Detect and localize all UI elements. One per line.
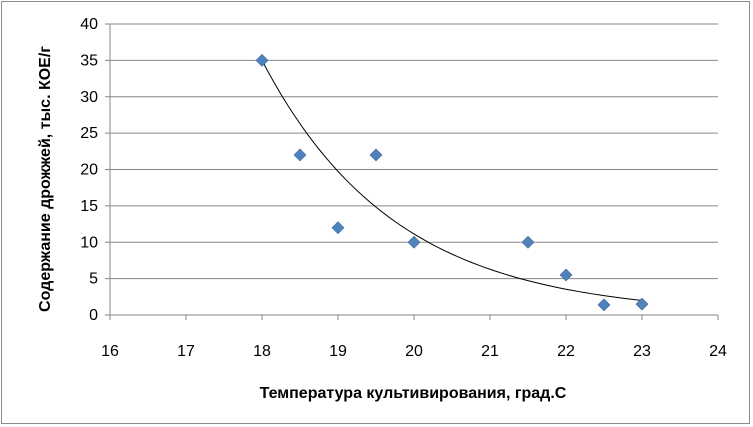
x-tick-label-19: 19 xyxy=(329,343,347,360)
data-point xyxy=(293,148,307,162)
data-point xyxy=(369,148,383,162)
y-tick-label-15: 15 xyxy=(80,198,98,215)
y-tick-label-10: 10 xyxy=(80,234,98,251)
x-axis-title: Температура культивирования, град.С xyxy=(260,385,567,402)
y-tick-label-5: 5 xyxy=(89,271,98,288)
x-tick-labels: 16 17 18 19 20 21 22 23 24 xyxy=(101,343,727,360)
x-tick-label-20: 20 xyxy=(405,343,423,360)
trendline xyxy=(261,60,643,301)
y-axis-title: Содержание дрожжей, тыс. КОЕ/г xyxy=(37,46,54,312)
x-tick-label-23: 23 xyxy=(633,343,651,360)
data-point xyxy=(407,235,421,249)
data-point xyxy=(331,221,345,235)
y-tick-label-0: 0 xyxy=(89,307,98,324)
y-tick-label-25: 25 xyxy=(80,125,98,142)
data-point xyxy=(597,298,611,312)
trendline-group xyxy=(261,60,643,301)
x-tick-label-24: 24 xyxy=(709,343,727,360)
data-point xyxy=(255,53,269,67)
data-point xyxy=(635,297,649,311)
axes xyxy=(105,23,719,320)
x-tick-label-17: 17 xyxy=(177,343,195,360)
y-tick-label-35: 35 xyxy=(80,52,98,69)
gridlines xyxy=(110,23,718,280)
data-point xyxy=(559,268,573,282)
y-tick-labels: 0 5 10 15 20 25 30 35 40 xyxy=(80,16,98,324)
data-point xyxy=(521,235,535,249)
x-tick-label-21: 21 xyxy=(481,343,499,360)
x-tick-label-16: 16 xyxy=(101,343,119,360)
x-tick-label-18: 18 xyxy=(253,343,271,360)
y-tick-label-20: 20 xyxy=(80,162,98,179)
x-tick-label-22: 22 xyxy=(557,343,575,360)
data-points xyxy=(255,53,649,312)
y-tick-label-30: 30 xyxy=(80,89,98,106)
y-tick-label-40: 40 xyxy=(80,16,98,33)
